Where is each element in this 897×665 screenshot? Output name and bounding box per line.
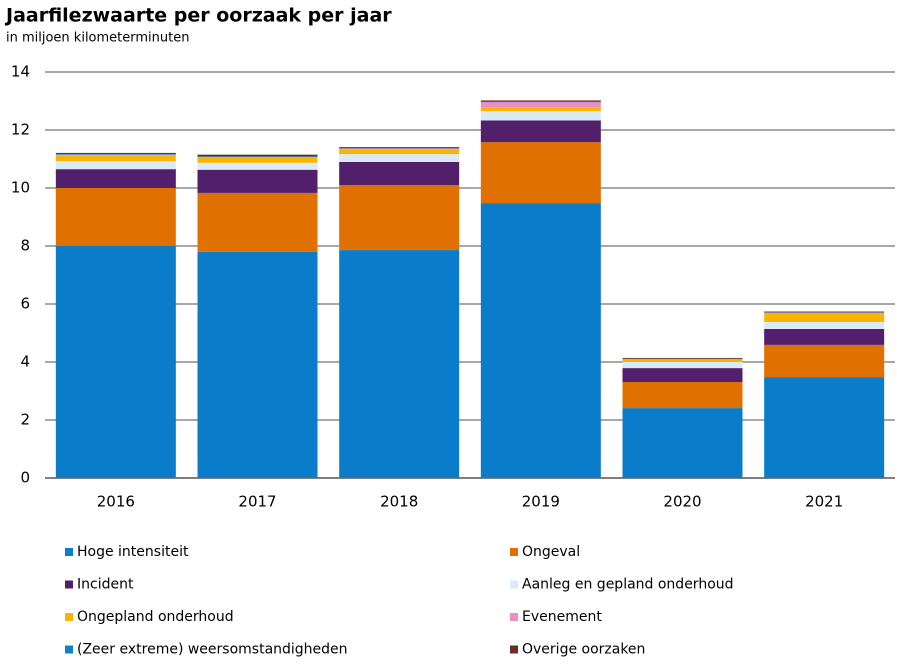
bar-segment [481, 142, 601, 203]
legend-swatch [65, 581, 73, 589]
bar-segment [481, 111, 601, 120]
y-tick-label: 4 [20, 353, 30, 371]
bar-segment [56, 153, 176, 154]
bar-segment [481, 100, 601, 101]
legend-label: Ongeval [522, 544, 580, 560]
bar-segment [623, 359, 743, 362]
bar-segment [623, 382, 743, 408]
legend-swatch [510, 548, 518, 556]
bar-segment [198, 155, 318, 157]
bar-segment [198, 170, 318, 193]
bar-segment [481, 102, 601, 103]
bar-segment [56, 155, 176, 161]
y-tick-label: 2 [20, 411, 30, 429]
bar-segment [198, 157, 318, 158]
bar-segment [764, 322, 884, 329]
legend-label: Ongepland onderhoud [77, 609, 234, 625]
bar-segment [56, 155, 176, 156]
bar-segment [339, 154, 459, 162]
bar-segment [764, 329, 884, 345]
legend-swatch [510, 646, 518, 654]
x-tick-label: 2021 [805, 493, 843, 511]
bar-segment [198, 252, 318, 478]
bar-segment [56, 169, 176, 188]
bar-segment [56, 154, 176, 155]
bar-segment [198, 163, 318, 170]
legend-swatch [510, 613, 518, 621]
bar-segment [339, 147, 459, 148]
x-tick-label: 2017 [238, 493, 276, 511]
bar-segment [339, 250, 459, 478]
y-tick-label: 0 [20, 469, 30, 487]
bar-segment [56, 246, 176, 478]
bar-segment [481, 203, 601, 478]
y-tick-label: 12 [11, 121, 30, 139]
bar-segment [198, 193, 318, 252]
legend-swatch [65, 646, 73, 654]
bar-segment [481, 107, 601, 111]
y-tick-label: 6 [20, 295, 30, 313]
y-tick-label: 10 [11, 179, 30, 197]
bar-segment [198, 158, 318, 163]
bar-segment [339, 149, 459, 154]
chart-title: Jaarfilezwaarte per oorzaak per jaar [4, 5, 392, 27]
bar-segment [764, 345, 884, 377]
x-tick-label: 2019 [522, 493, 560, 511]
legend-swatch [510, 581, 518, 589]
legend-label: Evenement [522, 609, 602, 625]
legend-swatch [65, 548, 73, 556]
bar-segment [339, 185, 459, 250]
legend-label: Hoge intensiteit [77, 544, 189, 560]
legend-swatch [65, 613, 73, 621]
x-tick-label: 2018 [380, 493, 418, 511]
bar-segment [339, 149, 459, 150]
x-tick-label: 2016 [97, 493, 135, 511]
bar-segment [56, 188, 176, 246]
bar-segment [339, 162, 459, 185]
y-tick-label: 8 [20, 237, 30, 255]
bar-segment [764, 377, 884, 478]
x-tick-label: 2020 [663, 493, 701, 511]
bar-segment [56, 161, 176, 169]
bar-segment [623, 368, 743, 382]
legend-label: Overige oorzaken [522, 642, 645, 658]
bar-segment [198, 156, 318, 157]
y-tick-label: 14 [11, 63, 30, 81]
bar-segment [481, 102, 601, 107]
legend-label: (Zeer extreme) weersomstandigheden [77, 642, 348, 658]
legend-label: Aanleg en gepland onderhoud [522, 577, 734, 593]
bar-segment [623, 362, 743, 368]
bar-segment [764, 312, 884, 313]
bar-segment [764, 313, 884, 322]
legend-label: Incident [77, 577, 134, 593]
bar-segment [481, 120, 601, 142]
bar-segment [623, 408, 743, 478]
bar-segment [623, 358, 743, 359]
chart-subtitle: in miljoen kilometerminuten [6, 31, 189, 46]
